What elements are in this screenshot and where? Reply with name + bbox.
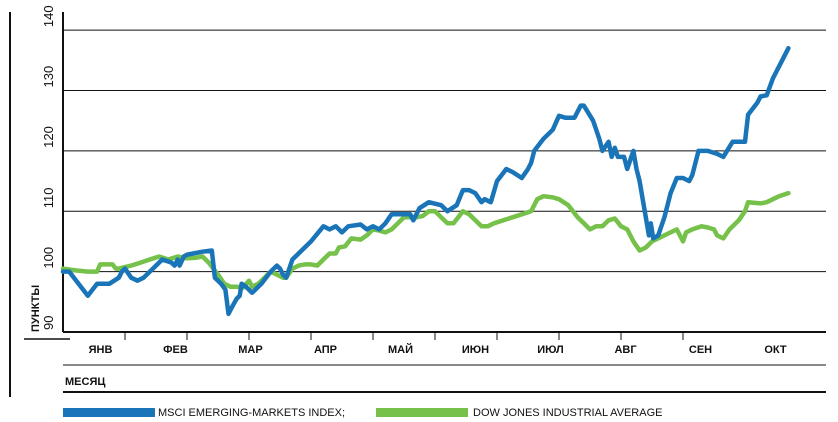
- x-tick-label: МАЙ: [388, 343, 413, 356]
- x-tick-label: ФЕВ: [163, 344, 188, 356]
- x-tick-label: ИЮН: [462, 344, 489, 356]
- series-line-msci: [60, 45, 791, 317]
- x-axis-label: МЕСЯЦ: [65, 376, 105, 388]
- legend: MSCI EMERGING-MARKETS INDEX; DOW JONES IN…: [63, 407, 662, 419]
- plot-area: [60, 45, 791, 317]
- x-tick-label: ИЮЛ: [537, 344, 564, 356]
- x-tick-label: ОКТ: [764, 344, 787, 356]
- x-tick-label: АПР: [314, 344, 337, 356]
- legend-swatch: [63, 408, 155, 417]
- x-tick-label: СЕН: [689, 344, 712, 356]
- legend-swatch: [376, 408, 468, 417]
- y-tick-label: 100: [41, 247, 56, 269]
- gridlines: [63, 29, 826, 333]
- y-tick-label: 90: [41, 316, 56, 330]
- y-tick-label: 130: [41, 66, 56, 88]
- x-tick-labels: ЯНВ ФЕВ МАР АПР МАЙ ИЮН ИЮЛ АВГ СЕН ОКТ: [89, 332, 787, 356]
- y-tick-labels: 90 100 110 120 130 140: [41, 5, 56, 330]
- x-tick-label: МАР: [238, 344, 262, 356]
- legend-label: DOW JONES INDUSTRIAL AVERAGE: [473, 407, 662, 419]
- y-axis-label: ПУНКТЫ: [30, 285, 42, 332]
- legend-label: MSCI EMERGING-MARKETS INDEX;: [158, 407, 345, 419]
- y-tick-label: 110: [41, 188, 56, 209]
- x-tick-label: ЯНВ: [89, 344, 113, 356]
- y-tick-label: 120: [41, 126, 56, 148]
- x-tick-label: АВГ: [614, 344, 637, 356]
- y-tick-label: 140: [41, 5, 56, 27]
- series-line-dow: [60, 190, 791, 291]
